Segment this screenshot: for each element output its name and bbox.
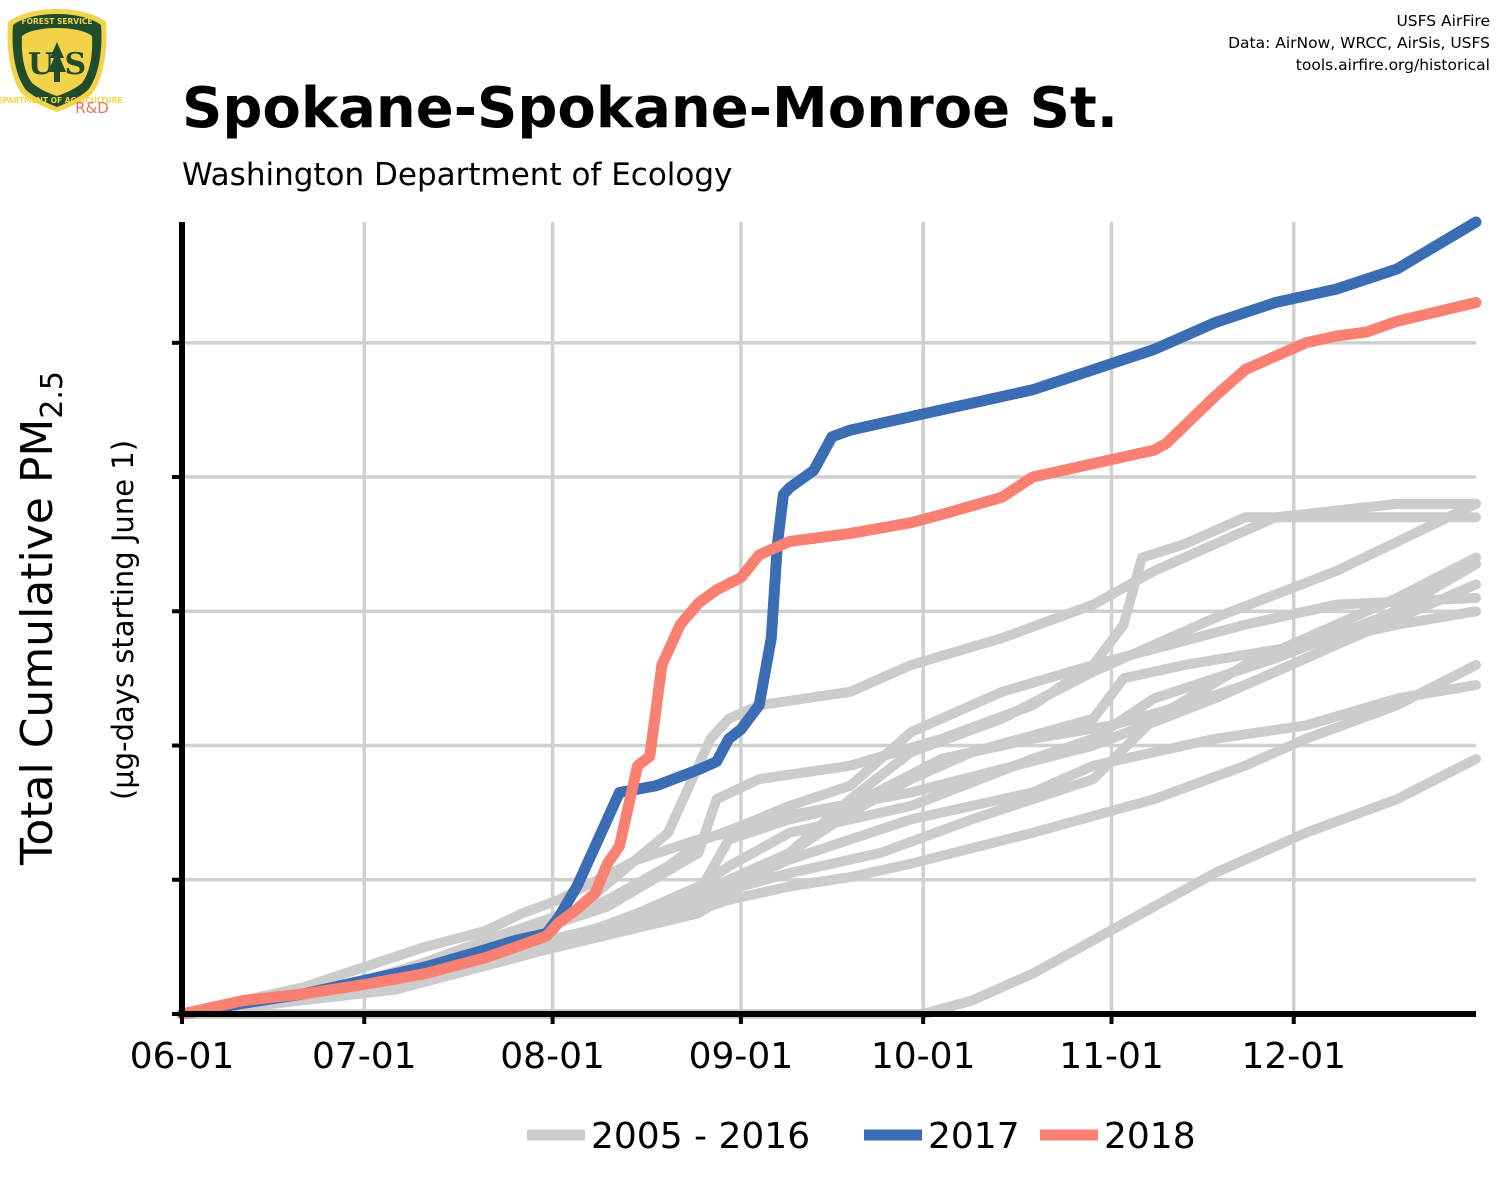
y-axis-label-main: Total Cumulative PM (12, 419, 63, 866)
logo-bottom-text: DEPARTMENT OF AGRICULTURE (0, 96, 122, 105)
x-axis-ticks: 06-01 07-01 08-01 09-01 10-01 11-01 12-01 (130, 1014, 1346, 1077)
logo-top-text: FOREST SERVICE (21, 17, 92, 26)
axes (172, 222, 1476, 1017)
legend-label-2: 2018 (1104, 1116, 1196, 1157)
x-tick-label-2: 08-01 (500, 1036, 605, 1077)
series-line-2018 (176, 297, 1482, 1020)
chart-title: Spokane-Spokane-Monroe St. (182, 76, 1118, 141)
credit-line-1: USFS AirFire (1396, 12, 1490, 30)
legend-label-0: 2005 - 2016 (591, 1116, 810, 1157)
legend-label-1: 2017 (928, 1116, 1020, 1157)
data-series (176, 216, 1482, 1020)
series-line-history-7 (177, 498, 1481, 1019)
series-line-2017 (176, 216, 1482, 1020)
series-line-history-2 (177, 552, 1481, 1019)
x-tick-label-1: 07-01 (312, 1036, 417, 1077)
x-tick-label-0: 06-01 (130, 1036, 235, 1077)
y-axis-label: Total Cumulative PM2.5 (12, 371, 70, 866)
x-tick-label-4: 10-01 (871, 1036, 976, 1077)
series-line-history-6 (177, 606, 1481, 1019)
x-tick-label-5: 11-01 (1059, 1036, 1164, 1077)
chart-subtitle: Washington Department of Ecology (182, 157, 732, 193)
series-line-history-11 (177, 498, 1481, 1019)
usfs-shield-logo: FOREST SERVICE U S DEPARTMENT OF AGRICUL… (0, 9, 122, 117)
series-line-history-5 (177, 552, 1481, 1019)
x-tick-label-3: 09-01 (689, 1036, 794, 1077)
x-tick-label-6: 12-01 (1241, 1036, 1346, 1077)
y-axis-label-subscript: 2.5 (35, 371, 70, 419)
y-axis-sublabel: (µg-days starting June 1) (106, 440, 140, 800)
logo-rd-label: R&D (75, 99, 109, 117)
tree-icon (48, 42, 66, 82)
credit-line-2: Data: AirNow, WRCC, AirSis, USFS (1228, 34, 1490, 52)
credit-line-3: tools.airfire.org/historical (1296, 56, 1490, 74)
legend: 2005 - 2016 2017 2018 (527, 1116, 1196, 1157)
